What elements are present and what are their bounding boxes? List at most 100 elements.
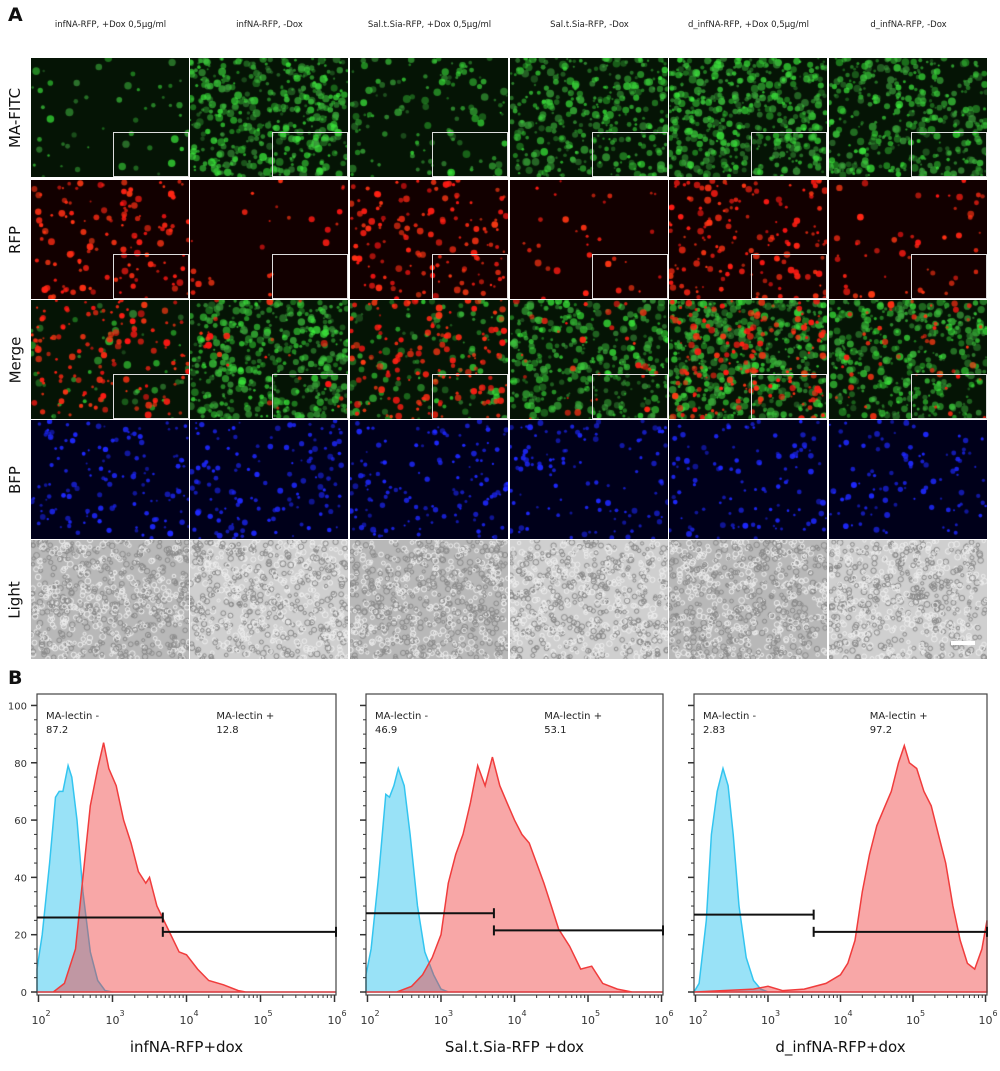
- micrograph-mafitc-6: [829, 58, 987, 177]
- micrograph-rfp-1: [31, 180, 189, 299]
- micrograph-image: [190, 540, 348, 659]
- column-header: infNA-RFP, -Dox: [236, 20, 303, 30]
- x-axis-label: d_infNA-RFP+dox: [775, 1038, 905, 1057]
- y-tick-label: 80: [14, 759, 27, 770]
- gate-label: MA-lectin -: [375, 711, 429, 722]
- micrograph-light-2: [190, 540, 348, 659]
- x-tick-label: 105: [581, 1009, 600, 1027]
- magnified-inset: [592, 254, 668, 299]
- column-header: d_infNA-RFP, +Dox 0,5µg/ml: [688, 20, 809, 30]
- row-label-text: MA-FITC: [6, 87, 25, 148]
- micrograph-rfp-5: [669, 180, 827, 299]
- micrograph-merge-5: [669, 300, 827, 419]
- histogram-series-control: [692, 765, 987, 993]
- y-tick-label: 40: [14, 873, 27, 884]
- gate-label: MA-lectin +: [870, 711, 928, 722]
- x-tick-label: 104: [834, 1009, 853, 1027]
- magnified-inset: [751, 254, 827, 299]
- gate-label: MA-lectin +: [544, 711, 602, 722]
- histogram-series-sample: [37, 742, 336, 993]
- plot-frame: [693, 693, 988, 996]
- column-header: d_infNA-RFP, -Dox: [870, 20, 947, 30]
- histogram-1: MA-lectin - 87.2 MA-lectin + 12.8 0 20 40 60 80 1…: [8, 693, 347, 1056]
- x-tick-label: 106: [328, 1009, 347, 1027]
- micrograph-rfp-4: [510, 180, 668, 299]
- x-tick-exponent: 2: [702, 1009, 707, 1018]
- micrograph-image: [350, 180, 508, 299]
- micrograph-image: [829, 300, 987, 419]
- micrograph-merge-1: [31, 300, 189, 419]
- row-label: BFP: [0, 420, 30, 539]
- plot-frame: [365, 693, 664, 996]
- micrograph-image: [350, 420, 508, 539]
- micrograph-mafitc-5: [669, 58, 827, 177]
- micrograph-merge-2: [190, 300, 348, 419]
- micrograph-merge-4: [510, 300, 668, 419]
- micrograph-light-4: [510, 540, 668, 659]
- gate-percentage: 12.8: [216, 725, 238, 736]
- micrograph-image: [669, 420, 827, 539]
- row-label: Light: [0, 540, 30, 659]
- micrograph-image: [190, 58, 348, 177]
- magnified-inset: [432, 374, 508, 419]
- x-tick-label: 105: [906, 1009, 925, 1027]
- magnified-inset: [113, 254, 189, 299]
- micrograph-image: [829, 180, 987, 299]
- histogram-series-control: [36, 762, 336, 993]
- micrograph-image: [829, 58, 987, 177]
- micrograph-image: [510, 540, 668, 659]
- magnified-inset: [751, 132, 827, 177]
- micrograph-light-3: [350, 540, 508, 659]
- column-header: Sal.t.Sia-RFP, -Dox: [550, 20, 629, 30]
- micrograph-image: [190, 420, 348, 539]
- micrograph-image: [190, 300, 348, 419]
- x-axis-label: Sal.t.Sia-RFP +dox: [445, 1038, 584, 1056]
- column-header: Sal.t.Sia-RFP, +Dox 0,5µg/ml: [367, 20, 492, 30]
- gate-percentage: 53.1: [544, 725, 566, 736]
- row-label: RFP: [0, 180, 30, 299]
- histogram-series-control: [365, 765, 663, 993]
- magnified-inset: [272, 374, 348, 419]
- x-tick-exponent: 3: [448, 1009, 453, 1018]
- magnified-inset: [432, 254, 508, 299]
- row-label-text: Merge: [6, 336, 25, 383]
- gate-percentage: 2.83: [703, 725, 725, 736]
- row-label: Merge: [0, 300, 30, 419]
- x-tick-label: 103: [761, 1009, 780, 1027]
- x-tick-exponent: 6: [669, 1009, 674, 1018]
- row-label-text: Light: [6, 580, 24, 619]
- micrograph-merge-3: [350, 300, 508, 419]
- y-tick-label: 60: [14, 816, 27, 827]
- gate-percentage: 87.2: [46, 725, 68, 736]
- micrograph-image: [31, 420, 189, 539]
- magnified-inset: [432, 132, 508, 177]
- histogram-3: MA-lectin - 2.83 MA-lectin + 97.2 102 103 104 1…: [688, 693, 998, 1057]
- panel-b-label: B: [8, 667, 23, 689]
- micrograph-image: [350, 300, 508, 419]
- micrograph-light-6: [829, 540, 987, 659]
- micrograph-light-1: [31, 540, 189, 659]
- row-label-text: RFP: [5, 225, 24, 254]
- magnified-inset: [751, 374, 827, 419]
- x-tick-label: 105: [254, 1009, 273, 1027]
- x-tick-label: 102: [360, 1009, 379, 1027]
- micrograph-image: [829, 540, 987, 659]
- column-header: infNA-RFP, +Dox 0,5µg/ml: [54, 20, 167, 30]
- row-label: MA-FITC: [0, 58, 30, 177]
- y-tick-label: 0: [21, 988, 27, 999]
- micrograph-rfp-6: [829, 180, 987, 299]
- x-tick-exponent: 6: [342, 1009, 347, 1018]
- y-tick-label: 20: [14, 931, 27, 942]
- gate-label: MA-lectin -: [46, 711, 100, 722]
- x-tick-exponent: 3: [119, 1009, 124, 1018]
- gate-percentage: 97.2: [870, 725, 892, 736]
- micrograph-bfp-4: [510, 420, 668, 539]
- x-tick-exponent: 2: [45, 1009, 50, 1018]
- micrograph-image: [350, 58, 508, 177]
- gate-label: MA-lectin +: [216, 711, 274, 722]
- magnified-inset: [911, 254, 987, 299]
- magnified-inset: [911, 374, 987, 419]
- micrograph-image: [350, 540, 508, 659]
- magnified-inset: [113, 374, 189, 419]
